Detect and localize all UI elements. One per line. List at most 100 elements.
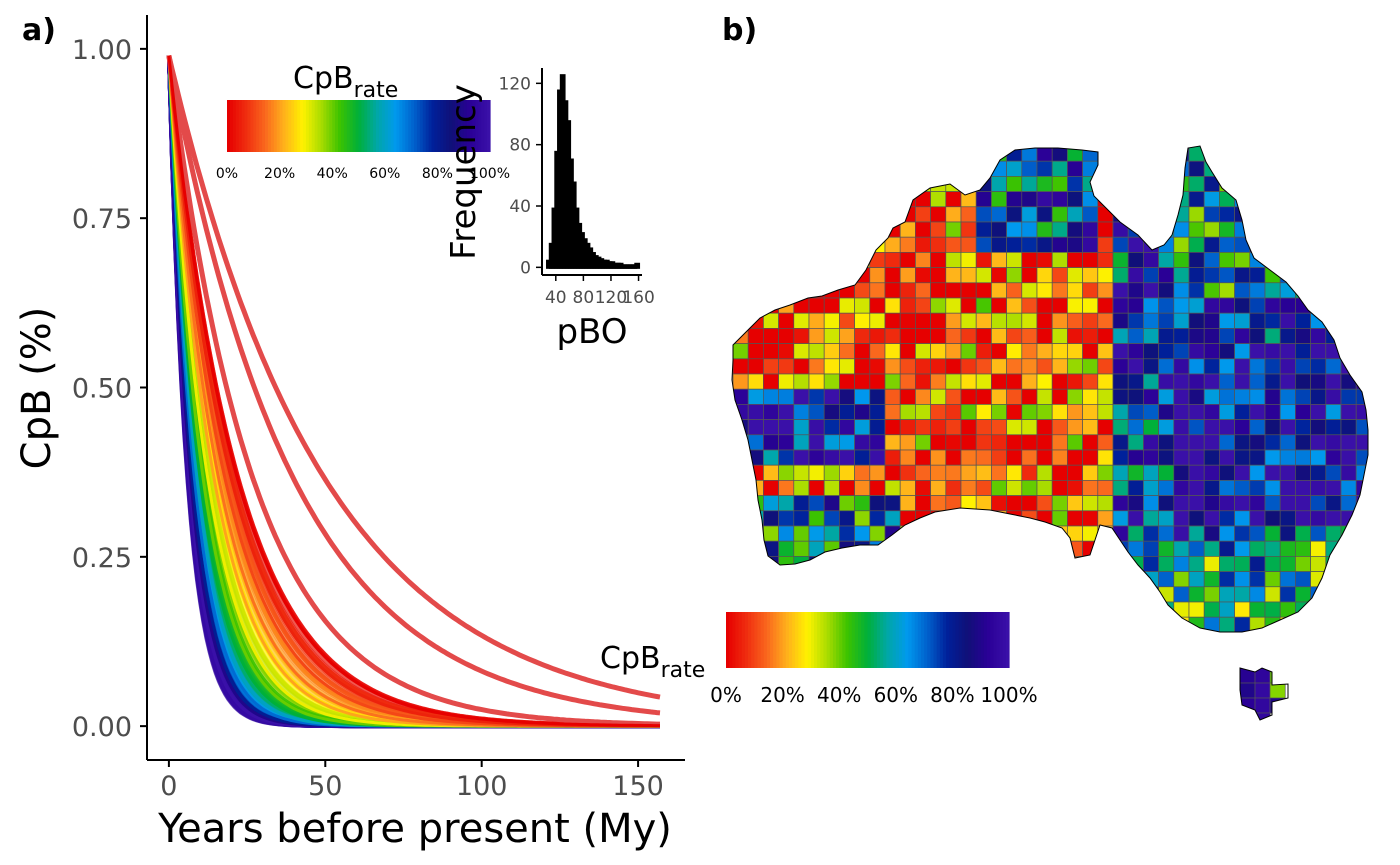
map-grid-cell xyxy=(732,236,749,253)
map-grid-cell xyxy=(1355,312,1368,329)
map-grid-cell xyxy=(1021,373,1038,390)
colorbar-label: 80% xyxy=(930,683,974,707)
map-grid-cell xyxy=(1325,480,1342,496)
map-grid-cell xyxy=(975,388,992,405)
map-grid-cell xyxy=(1249,556,1266,572)
map-grid-cell xyxy=(1234,525,1251,542)
map-grid-cell xyxy=(975,419,992,436)
map-grid-cell xyxy=(1188,495,1205,512)
map-grid-cell xyxy=(778,495,795,512)
colorbar-segment xyxy=(300,100,304,152)
map-grid-cell xyxy=(1341,632,1356,647)
map-grid-cell xyxy=(1097,510,1114,527)
map-grid-cell xyxy=(1234,464,1251,481)
colorbar-segment xyxy=(883,612,887,668)
map-grid-cell xyxy=(1234,434,1251,451)
map-grid-cell xyxy=(1036,343,1053,360)
map-grid-cell xyxy=(930,586,947,603)
map-grid-cell xyxy=(1097,556,1114,572)
map-grid-cell xyxy=(793,358,810,375)
map-grid-cell xyxy=(975,267,992,284)
map-grid-cell xyxy=(1279,146,1296,162)
map-grid-cell xyxy=(1051,236,1068,253)
map-grid-cell xyxy=(975,449,992,466)
map-grid-cell xyxy=(1097,586,1114,603)
map-grid-cell xyxy=(778,571,795,588)
map-grid-cell xyxy=(884,252,901,268)
map-grid-cell xyxy=(732,328,749,344)
colorbar-segment xyxy=(355,100,360,152)
map-grid-cell xyxy=(915,571,931,588)
map-grid-cell xyxy=(1355,343,1368,360)
map-grid-cell xyxy=(1127,282,1144,299)
map-grid-cell xyxy=(1143,297,1159,314)
map-grid-cell xyxy=(808,464,825,481)
map-grid-cell xyxy=(1203,146,1220,162)
map-grid-cell xyxy=(1113,632,1128,647)
map-grid-cell xyxy=(732,510,749,527)
map-grid-cell xyxy=(732,495,749,512)
map-grid-cell xyxy=(1188,328,1205,344)
colorbar-segment xyxy=(475,100,479,152)
map-grid-cell xyxy=(1051,267,1068,284)
map-grid-cell xyxy=(960,480,977,496)
map-grid-cell xyxy=(1279,419,1296,436)
colorbar-segment xyxy=(927,612,931,668)
map-grid-cell xyxy=(899,191,916,208)
colorbar-segment xyxy=(282,100,287,152)
map-grid-cell xyxy=(1036,616,1053,632)
map-grid-cell xyxy=(1159,632,1174,647)
map-grid-cell xyxy=(975,282,992,299)
map-grid-cell xyxy=(1203,434,1220,451)
colorbar-segment xyxy=(999,612,1004,668)
map-grid-cell xyxy=(975,571,992,588)
map-grid-cell xyxy=(991,449,1007,466)
map-grid-cell xyxy=(1355,616,1368,632)
map-grid-cell xyxy=(1188,373,1205,390)
map-grid-cell xyxy=(991,556,1007,572)
map-grid-cell xyxy=(823,176,840,192)
map-grid-cell xyxy=(975,191,992,208)
map-grid-cell xyxy=(1295,480,1311,496)
map-grid-cell xyxy=(1279,312,1296,329)
map-grid-cell xyxy=(869,176,886,192)
map-grid-cell xyxy=(793,540,810,557)
map-grid-cell xyxy=(778,282,795,299)
map-grid-cell xyxy=(1203,525,1220,542)
map-grid-cell xyxy=(991,146,1007,162)
map-grid-cell xyxy=(1254,682,1271,699)
map-grid-cell xyxy=(1173,282,1190,299)
map-grid-cell xyxy=(1189,632,1204,647)
map-grid-cell xyxy=(1067,160,1083,177)
map-grid-cell xyxy=(854,191,871,208)
map-grid-cell xyxy=(1234,312,1251,329)
map-grid-cell xyxy=(1219,343,1235,360)
map-grid-cell xyxy=(884,510,901,527)
map-grid-cell xyxy=(1340,480,1357,496)
map-grid-cell xyxy=(1021,419,1038,436)
map-grid-cell xyxy=(899,464,916,481)
map-grid-cell xyxy=(960,252,977,268)
map-grid-cell xyxy=(1051,297,1068,314)
map-grid-cell xyxy=(1051,373,1068,390)
map-grid-cell xyxy=(1143,495,1159,512)
colorbar-segment xyxy=(876,612,881,668)
map-grid-cell xyxy=(1051,328,1068,344)
map-grid-cell xyxy=(747,358,764,375)
map-grid-cell xyxy=(1112,480,1129,496)
map-grid-cell xyxy=(884,404,901,420)
map-grid-cell xyxy=(1325,146,1342,162)
colorbar-segment xyxy=(905,612,909,668)
map-grid-cell xyxy=(869,419,886,436)
map-grid-cell xyxy=(1310,206,1327,223)
map-grid-cell xyxy=(915,297,931,314)
map-grid-cell xyxy=(1219,328,1235,344)
colorbar-segment xyxy=(744,612,749,668)
map-grid-cell xyxy=(1219,312,1235,329)
map-grid-cell xyxy=(1036,252,1053,268)
map-grid-cell xyxy=(1097,373,1114,390)
map-grid-cell xyxy=(1036,160,1053,177)
map-grid-cell xyxy=(1295,388,1311,405)
map-grid-cell xyxy=(1051,556,1068,572)
map-grid-cell xyxy=(930,312,947,329)
